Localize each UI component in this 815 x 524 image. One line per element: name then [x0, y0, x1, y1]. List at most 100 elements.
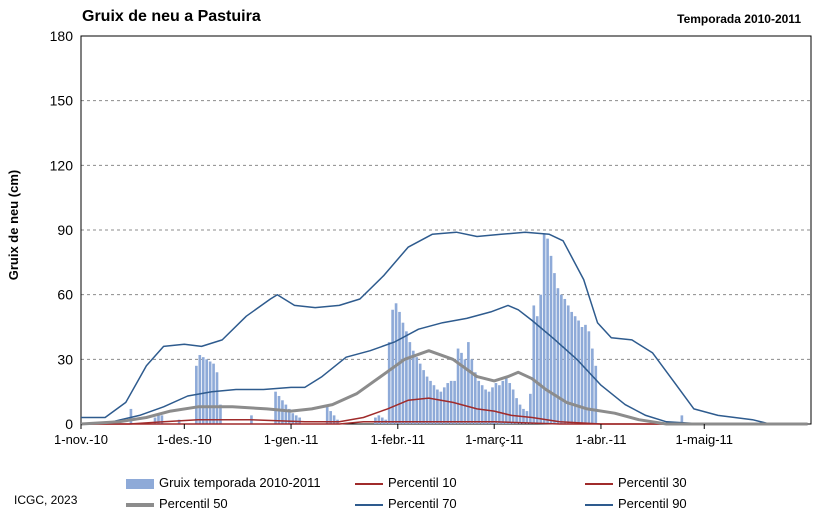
snow-depth-bar	[329, 411, 332, 424]
snow-depth-bar	[566, 305, 570, 424]
snow-depth-bar	[494, 383, 498, 424]
snow-depth-bar	[587, 331, 591, 424]
snow-depth-bar	[380, 417, 384, 424]
snow-depth-bar	[560, 294, 563, 424]
snow-depth-bar	[418, 363, 422, 424]
snow-depth-bar	[425, 376, 429, 424]
snow-depth-bar	[405, 331, 408, 424]
y-tick-label: 30	[57, 351, 73, 367]
snow-depth-bar	[374, 417, 377, 424]
series-line-percentil-10	[81, 421, 808, 425]
legend-item: Percentil 30	[585, 475, 687, 490]
snow-depth-bar	[398, 311, 401, 424]
snow-depth-bar	[498, 385, 501, 424]
snow-depth-bar	[439, 391, 443, 424]
snow-depth-bar	[484, 389, 487, 424]
snow-depth-bar	[436, 389, 439, 424]
y-tick-label: 180	[50, 28, 74, 44]
snow-depth-bar	[325, 406, 329, 424]
snow-depth-bar	[429, 380, 432, 424]
x-tick-label: 1-gen.-11	[264, 432, 319, 447]
snow-depth-bar	[487, 391, 491, 424]
snow-depth-bar	[411, 350, 415, 424]
x-tick-label: 1-febr.-11	[370, 432, 425, 447]
legend-item: Percentil 50	[126, 496, 228, 511]
snow-depth-bar	[529, 393, 532, 424]
series-line-percentil-90	[81, 231, 808, 425]
snow-depth-bar	[518, 404, 522, 424]
snow-depth-chart: 0 30 60 90 120 150 180 1-nov.-10 1-des.-10 1-gen.…	[50, 28, 812, 447]
series-line-percentil-30	[81, 397, 808, 425]
snow-depth-bar	[422, 370, 425, 424]
snow-depth-bar	[212, 363, 215, 424]
legend-swatch	[355, 503, 383, 506]
snow-depth-bar	[394, 303, 398, 424]
x-tick-label: 1-des.-10	[157, 432, 212, 447]
snow-depth-bar	[542, 234, 546, 424]
y-tick-label: 120	[50, 157, 74, 173]
x-tick-label: 1-nov.-10	[54, 432, 108, 447]
snow-depth-bar	[219, 404, 222, 424]
legend-label: Percentil 10	[388, 475, 457, 490]
snow-depth-bar	[680, 415, 684, 424]
snow-depth-bar	[563, 298, 567, 424]
snow-depth-bar	[463, 359, 467, 424]
snow-depth-bar	[298, 417, 301, 424]
snow-depth-bar	[491, 387, 494, 424]
snow-depth-bar	[473, 372, 477, 424]
x-tick-label: 1-març-11	[465, 432, 523, 447]
snow-depth-bar	[387, 342, 391, 424]
snow-depth-bar	[377, 415, 381, 424]
legend-swatch	[585, 482, 613, 485]
y-tick-label: 0	[65, 416, 73, 432]
snow-depth-bar	[504, 376, 508, 424]
snow-depth-bar	[284, 404, 288, 424]
snow-depth-bar	[594, 365, 598, 424]
snow-depth-bar	[415, 357, 419, 424]
snow-depth-bar	[215, 372, 219, 424]
x-tick-label: 1-abr.-11	[575, 432, 626, 447]
legend-label: Gruix temporada 2010-2011	[159, 475, 321, 490]
snow-depth-bar	[577, 320, 580, 424]
snow-depth-bar	[511, 389, 515, 424]
legend-item: Percentil 70	[355, 496, 457, 511]
y-tick-label: 60	[57, 287, 73, 303]
snow-depth-bar	[508, 383, 512, 424]
credit-label: ICGC, 2023	[14, 493, 78, 507]
chart-title: Gruix de neu a Pastuira	[82, 8, 261, 25]
snow-depth-bar	[401, 322, 405, 424]
snow-depth-bar	[553, 273, 556, 424]
snow-depth-bar	[470, 359, 474, 424]
legend-swatch	[126, 478, 154, 489]
snow-depth-bar	[480, 385, 484, 424]
plot-frame	[80, 35, 812, 425]
snow-depth-bar	[477, 380, 481, 424]
snow-depth-bar	[501, 380, 505, 424]
snow-depth-bar	[160, 415, 164, 424]
snow-depth-bar	[198, 355, 202, 424]
legend-item: Gruix temporada 2010-2011	[126, 475, 321, 490]
snow-depth-bar	[408, 342, 412, 424]
snow-depth-bar	[201, 357, 205, 424]
snow-depth-bar	[432, 385, 436, 424]
snow-depth-bar	[274, 391, 277, 424]
snow-depth-bar	[157, 415, 160, 424]
snow-depth-bar	[535, 316, 539, 424]
snow-depth-bar	[546, 238, 549, 424]
snow-depth-bar	[177, 419, 181, 424]
legend-label: Percentil 50	[159, 496, 228, 511]
snow-depth-bar	[332, 415, 336, 424]
legend-swatch	[355, 482, 383, 485]
snow-depth-bar	[153, 417, 157, 424]
legend-label: Percentil 70	[388, 496, 457, 511]
y-tick-label: 90	[57, 222, 73, 238]
legend-swatch	[126, 502, 154, 507]
snow-depth-bar	[129, 408, 133, 424]
snow-depth-bar	[467, 342, 470, 424]
snow-depth-bar	[281, 400, 284, 424]
season-label: Temporada 2010-2011	[677, 12, 801, 26]
snow-depth-bar	[288, 408, 291, 424]
legend-label: Percentil 90	[618, 496, 687, 511]
snow-depth-bar	[460, 352, 463, 424]
snow-depth-bar	[591, 348, 594, 424]
